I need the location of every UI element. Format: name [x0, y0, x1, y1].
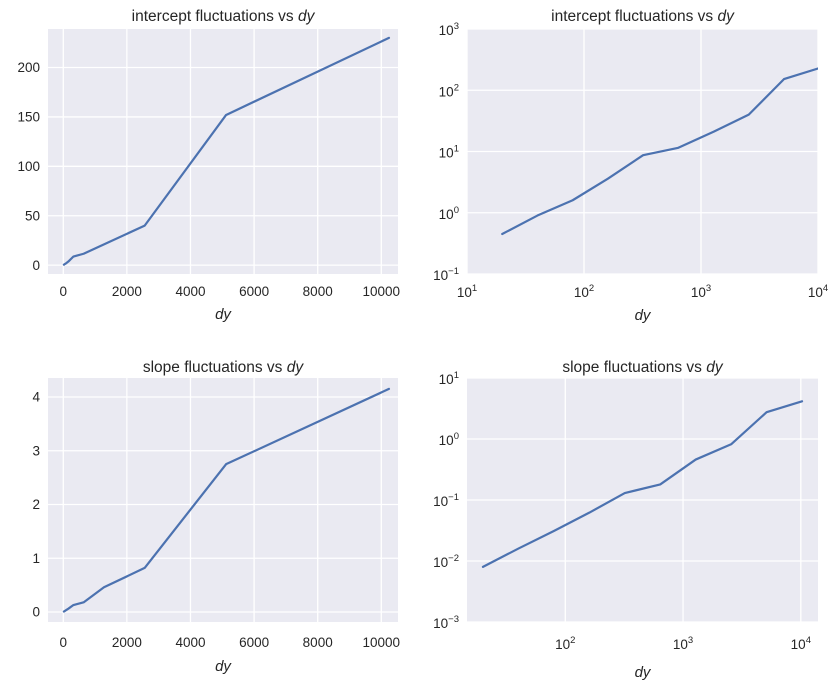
y-tick-label: 200: [17, 60, 40, 75]
axes-background: [48, 378, 398, 622]
plot-slope-vs-dy-loglog: 102 103 104 10−3 10−2 10−1 100 101 slope fluctua…: [433, 359, 818, 681]
plot-slope-vs-dy-linear: 0 2000 4000 6000 8000 10000 0 1 2 3 4 slope fluctua…: [32, 359, 401, 675]
x-axis-label: dy: [635, 307, 652, 324]
axes-background: [48, 29, 398, 274]
plot-title: slope fluctuations vs dy: [143, 359, 305, 376]
y-tick-label: 100: [439, 431, 459, 448]
x-tick-label: 102: [555, 635, 575, 652]
x-axis-label: dy: [635, 664, 652, 681]
y-tick-label: 103: [439, 21, 459, 38]
data-line-intercept-linear: [62, 36, 391, 266]
y-tick-label: 10−1: [433, 492, 459, 509]
y-tick-label: 1: [32, 551, 40, 566]
data-line-slope-linear: [62, 387, 391, 613]
data-line-intercept-loglog: [501, 67, 818, 236]
y-tick-label: 100: [439, 205, 459, 222]
x-tick-label: 104: [791, 635, 811, 652]
plot-title: intercept fluctuations vs dy: [551, 8, 735, 25]
plot-intercept-vs-dy-linear: 0 2000 4000 6000 8000 10000 0 50 100 150 200 interc…: [17, 8, 401, 323]
y-tick-label: 2: [32, 497, 40, 512]
y-tick-label: 101: [439, 370, 459, 387]
x-tick-label: 8000: [303, 284, 333, 299]
x-tick-label: 10000: [363, 284, 401, 299]
y-tick-label: 0: [32, 258, 40, 273]
y-tick-label: 101: [439, 144, 459, 161]
x-tick-label: 103: [691, 283, 711, 300]
y-tick-label: 0: [32, 605, 40, 620]
data-line-slope-loglog: [481, 400, 804, 569]
y-tick-label: 10−3: [433, 614, 459, 631]
x-tick-label: 6000: [239, 635, 269, 650]
x-tick-label: 6000: [239, 284, 269, 299]
y-tick-label: 150: [17, 110, 40, 125]
x-axis-label: dy: [215, 306, 232, 323]
y-tick-label: 100: [17, 159, 40, 174]
y-tick-label: 3: [32, 443, 40, 458]
x-tick-label: 103: [673, 635, 693, 652]
x-tick-label: 0: [60, 284, 68, 299]
x-tick-label: 4000: [175, 635, 205, 650]
plot-intercept-vs-dy-loglog: 101 102 103 104 10−1 100 101 102 103 intercept fl…: [433, 8, 828, 324]
y-tick-label: 102: [439, 82, 459, 99]
y-tick-label: 10−2: [433, 553, 459, 570]
y-tick-label: 4: [32, 390, 40, 405]
x-tick-label: 8000: [303, 635, 333, 650]
x-tick-label: 4000: [175, 284, 205, 299]
x-tick-label: 0: [60, 635, 68, 650]
x-axis-label: dy: [215, 658, 232, 675]
x-tick-label: 101: [457, 283, 477, 300]
y-tick-label: 50: [25, 208, 40, 223]
x-tick-label: 10000: [363, 635, 401, 650]
plot-title: intercept fluctuations vs dy: [132, 8, 316, 25]
x-tick-label: 102: [574, 283, 594, 300]
x-tick-label: 2000: [112, 635, 142, 650]
x-tick-label: 104: [808, 283, 828, 300]
plot-title: slope fluctuations vs dy: [562, 359, 724, 376]
y-tick-label: 10−1: [433, 266, 459, 283]
x-tick-label: 2000: [112, 284, 142, 299]
